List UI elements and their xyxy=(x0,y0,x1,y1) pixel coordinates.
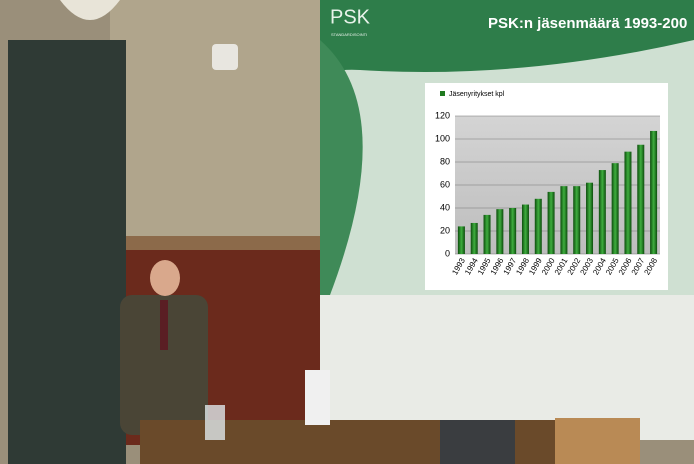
y-tick-label: 100 xyxy=(435,133,450,143)
curtain xyxy=(8,40,126,464)
legend-swatch xyxy=(440,91,445,96)
bar xyxy=(637,145,644,254)
bar xyxy=(509,208,516,254)
y-tick-label: 0 xyxy=(445,248,450,258)
bar xyxy=(560,186,567,254)
bar xyxy=(458,226,465,254)
speaker xyxy=(212,44,238,70)
y-tick-label: 60 xyxy=(440,179,450,189)
logo-subtitle: STANDARDISOINTI xyxy=(331,32,367,37)
bar xyxy=(484,215,491,254)
bar xyxy=(496,209,503,254)
bar xyxy=(471,223,478,254)
person-head xyxy=(150,260,180,296)
legend-label: Jäsenyritykset kpl xyxy=(449,91,505,98)
bar xyxy=(624,152,631,254)
bar xyxy=(586,183,593,254)
photo: PSK STANDARDISOINTI PSK:n jäsenmäärä 199… xyxy=(0,0,694,464)
bar xyxy=(650,131,657,254)
chair xyxy=(555,418,640,464)
bar xyxy=(522,205,529,254)
laptop xyxy=(440,420,515,464)
y-tick-label: 120 xyxy=(435,110,450,120)
greek-border xyxy=(110,236,325,250)
tie xyxy=(160,300,168,350)
bar xyxy=(573,186,580,254)
logo: PSK xyxy=(330,6,371,28)
bar xyxy=(612,163,619,254)
y-tick-label: 40 xyxy=(440,202,450,212)
bar xyxy=(599,170,606,254)
page: PSK STANDARDISOINTI PSK:n jäsenmäärä 199… xyxy=(0,0,694,464)
y-tick-label: 20 xyxy=(440,225,450,235)
slide-title: PSK:n jäsenmäärä 1993-200 xyxy=(488,15,687,32)
pitcher xyxy=(205,405,225,440)
y-tick-label: 80 xyxy=(440,156,450,166)
flag xyxy=(305,370,330,425)
wall-light xyxy=(110,0,325,245)
bar xyxy=(535,199,542,254)
bar xyxy=(548,192,555,254)
